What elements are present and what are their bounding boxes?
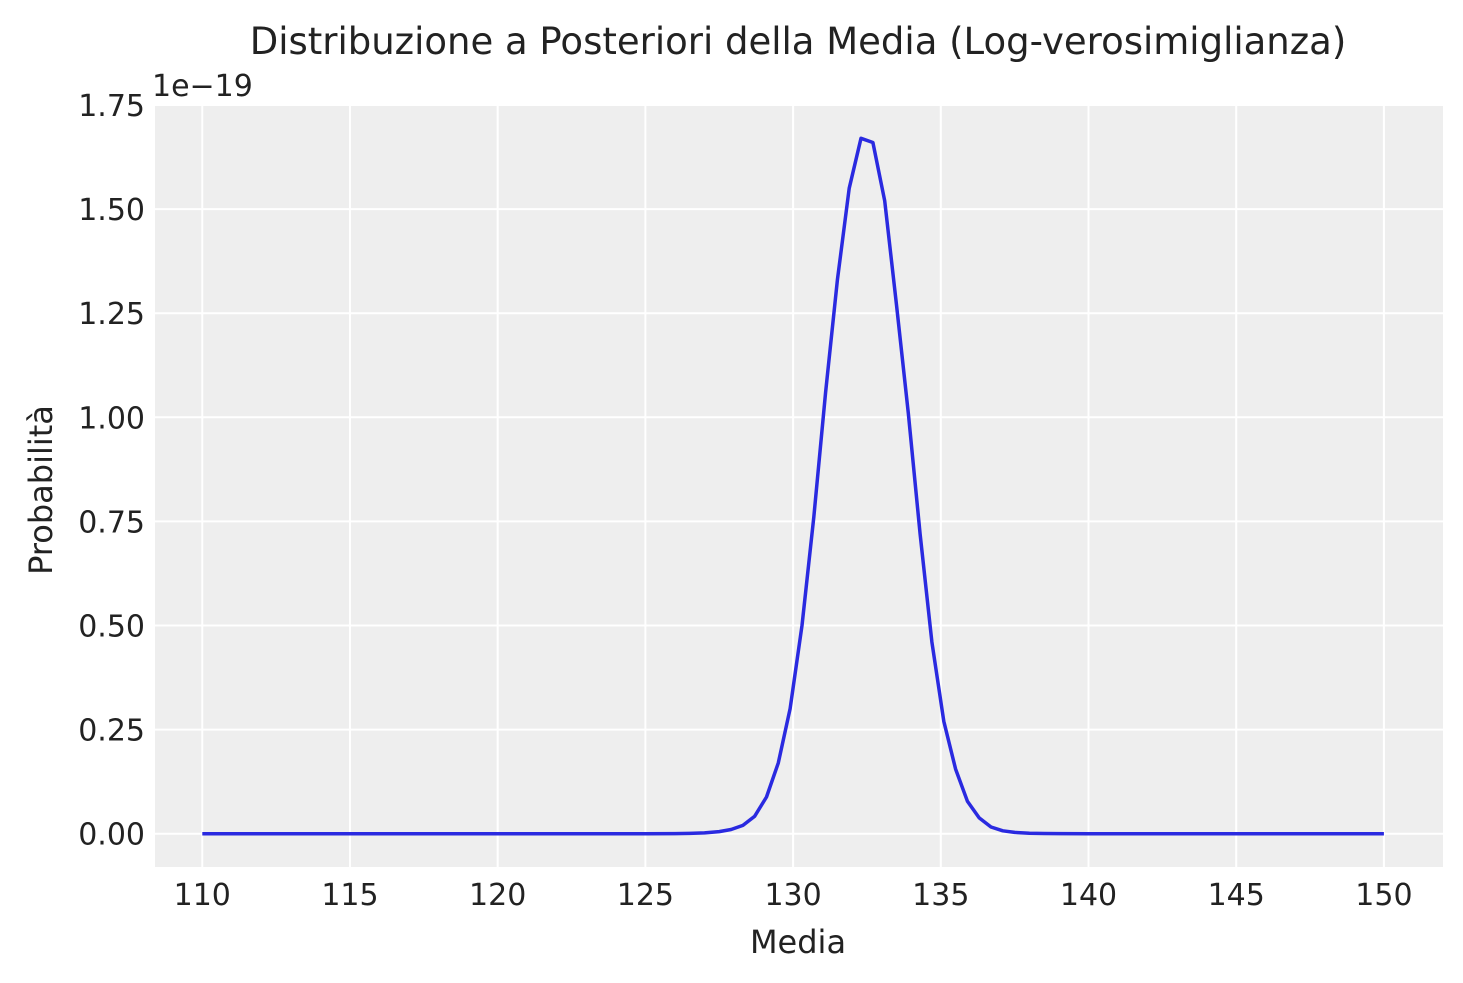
chart-title: Distribuzione a Posteriori della Media (…	[250, 20, 1347, 63]
plot-area	[155, 105, 1443, 867]
y-tick-label: 1.75	[78, 89, 145, 124]
x-tick-label: 110	[174, 878, 231, 913]
y-tick-label: 1.25	[78, 297, 145, 332]
y-axis-offset-label: 1e−19	[152, 69, 253, 104]
series-line	[202, 136, 1384, 836]
x-tick-label: 135	[912, 878, 969, 913]
x-tick-label: 140	[1060, 878, 1117, 913]
x-tick-label: 130	[764, 878, 821, 913]
x-axis-label: Media	[750, 923, 846, 961]
x-tick-label: 125	[617, 878, 674, 913]
x-tick-label: 115	[321, 878, 378, 913]
x-tick-label: 150	[1355, 878, 1412, 913]
y-tick-label: 0.25	[78, 714, 145, 749]
x-axis-ticks: 110 115 120 125 130 135 140 145 150	[174, 878, 1413, 913]
gridlines	[155, 104, 1443, 867]
x-tick-label: 120	[469, 878, 526, 913]
y-tick-label: 0.00	[78, 818, 145, 853]
y-tick-label: 0.75	[78, 505, 145, 540]
y-tick-label: 0.50	[78, 609, 145, 644]
y-tick-label: 1.50	[78, 193, 145, 228]
x-tick-label: 145	[1208, 878, 1265, 913]
y-tick-label: 1.00	[78, 401, 145, 436]
y-axis-label: Probabilità	[22, 405, 60, 575]
y-axis-ticks: 0.00 0.25 0.50 0.75 1.00 1.25 1.50 1.75	[78, 89, 145, 853]
